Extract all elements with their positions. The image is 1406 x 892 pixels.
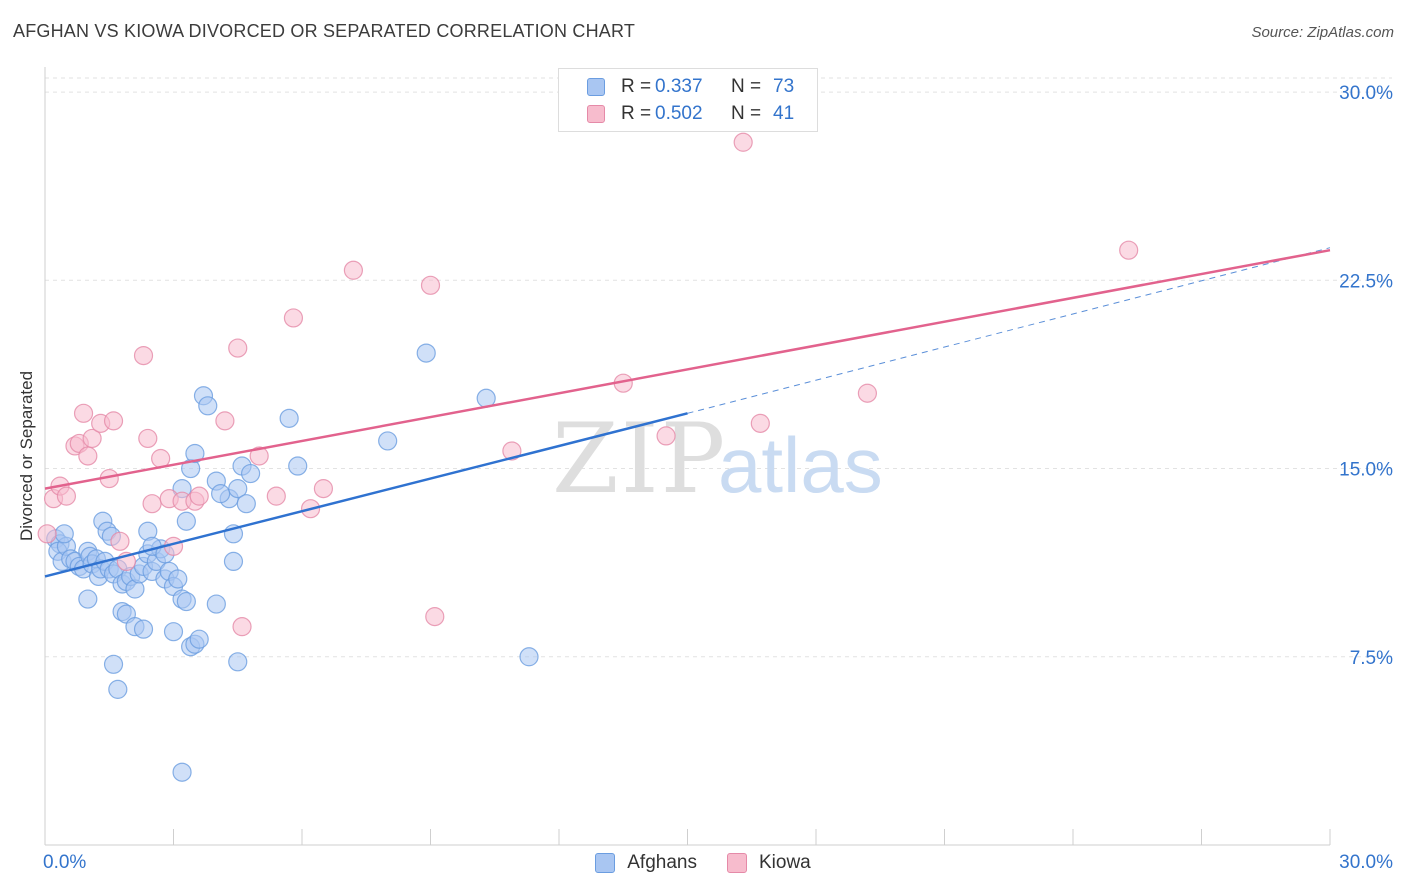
data-point (228, 652, 248, 672)
legend-label-kiowa: Kiowa (758, 852, 811, 873)
series-afghans (46, 343, 539, 782)
data-point (416, 343, 436, 363)
data-point (73, 403, 94, 423)
data-point (78, 589, 98, 609)
watermark-atlas: atlas (718, 421, 883, 509)
watermark: ZIP atlas (552, 403, 883, 515)
data-point (425, 607, 445, 627)
data-point (37, 524, 57, 544)
data-point (1119, 240, 1139, 260)
data-point (54, 524, 74, 544)
data-point (228, 338, 248, 358)
data-point (420, 275, 441, 295)
legend-n-value: 73 (773, 76, 795, 97)
legend-row-afghans: R = 0.337 N = 73 (587, 75, 794, 99)
axes (44, 67, 1331, 846)
legend-r-value: 0.337 (655, 76, 703, 97)
trend-lines (44, 247, 1331, 578)
data-point (176, 591, 196, 612)
data-point (211, 484, 231, 504)
scatter-points (37, 132, 1139, 782)
y-tick-label: 30.0% (1339, 83, 1393, 104)
data-point (502, 441, 522, 461)
gridlines (45, 77, 1392, 658)
data-point (857, 383, 878, 403)
y-tick-label: 7.5% (1350, 648, 1393, 669)
data-point (228, 479, 248, 499)
legend-swatch-afghans (595, 853, 616, 873)
legend-item-afghans[interactable]: Afghans (595, 852, 697, 874)
legend-n-value: 41 (773, 103, 795, 124)
data-point (78, 446, 98, 466)
y-tick-label: 22.5% (1339, 271, 1393, 292)
data-point (168, 569, 188, 589)
data-point (189, 629, 209, 649)
legend-r-value: 0.502 (655, 103, 703, 124)
legend-r-label: R = (621, 103, 652, 124)
x-axis-min-label: 0.0% (43, 852, 87, 873)
data-point (176, 511, 196, 531)
legend-swatch-afghans (587, 78, 605, 96)
data-point (185, 443, 205, 464)
legend-label-afghans: Afghans (627, 852, 697, 873)
watermark-zip: ZIP (552, 403, 727, 515)
data-point (110, 531, 130, 551)
data-point (215, 411, 235, 431)
data-point (198, 396, 218, 416)
source-credit: Source: ZipAtlas.com (1251, 24, 1394, 41)
data-point (108, 679, 128, 699)
data-point (232, 617, 252, 637)
data-point (519, 647, 539, 667)
data-point (343, 260, 363, 280)
x-axis-max-label: 30.0% (1339, 852, 1393, 873)
data-point (189, 486, 209, 506)
data-point (236, 494, 256, 514)
data-point (138, 428, 158, 449)
data-point (142, 494, 162, 514)
data-point (750, 413, 770, 433)
legend-swatch-kiowa (587, 105, 605, 123)
data-point (279, 408, 299, 428)
data-point (656, 426, 676, 446)
data-point (56, 486, 77, 506)
legend-row-kiowa: R = 0.502 N = 41 (587, 102, 794, 126)
y-tick-label: 15.0% (1339, 460, 1393, 481)
data-point (163, 622, 184, 642)
legend-n-label: N = (731, 103, 762, 124)
data-point (288, 456, 308, 476)
trend-line-afghans (44, 412, 688, 578)
data-point (133, 346, 154, 366)
y-tick-labels: 7.5% 15.0% 22.5% 30.0% (1339, 83, 1393, 669)
data-point (733, 132, 753, 152)
data-point (378, 431, 398, 451)
data-point (241, 463, 261, 484)
data-point (133, 619, 154, 639)
legend-n-label: N = (731, 76, 762, 97)
data-point (283, 308, 304, 328)
chart-title: AFGHAN VS KIOWA DIVORCED OR SEPARATED CO… (13, 21, 636, 41)
data-point (103, 654, 124, 674)
data-point (82, 428, 102, 449)
data-point (313, 479, 334, 499)
data-point (223, 551, 244, 571)
trend-line-afghans-extension (687, 247, 1331, 414)
legend-swatch-kiowa (726, 853, 747, 873)
data-point (172, 762, 192, 782)
data-point (266, 486, 286, 506)
stats-legend: R = 0.337 N = 73 R = 0.502 N = 41 (558, 68, 818, 132)
legend-item-kiowa[interactable]: Kiowa (726, 852, 811, 874)
trend-line-kiowa (44, 248, 1331, 490)
series-legend: Afghans Kiowa (0, 852, 1406, 874)
data-point (206, 594, 226, 614)
series-kiowa (37, 132, 1139, 637)
legend-r-label: R = (621, 76, 652, 97)
data-point (249, 446, 269, 466)
data-point (103, 411, 124, 431)
